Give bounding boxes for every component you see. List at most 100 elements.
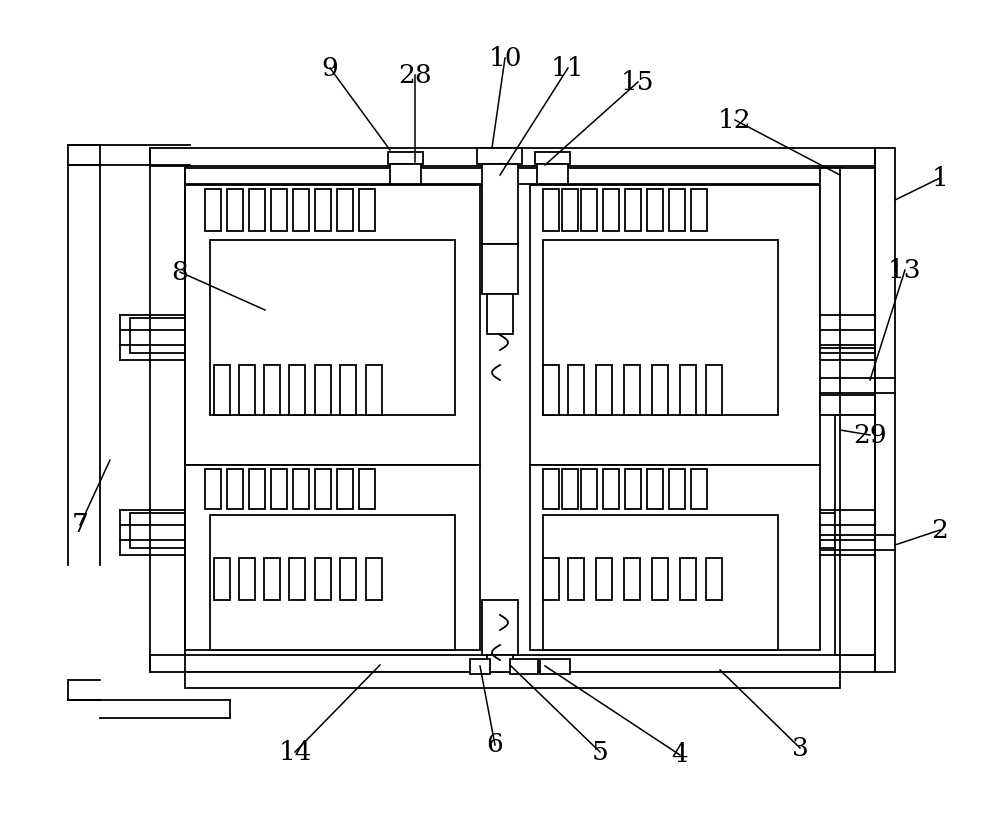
Text: 1: 1 bbox=[932, 165, 948, 190]
Bar bbox=[540, 659, 570, 674]
Bar bbox=[205, 189, 221, 231]
Bar bbox=[820, 318, 875, 353]
Bar bbox=[340, 365, 356, 415]
Bar bbox=[625, 189, 641, 231]
Bar bbox=[543, 189, 559, 231]
Bar bbox=[214, 558, 230, 600]
Bar bbox=[625, 469, 641, 509]
Bar bbox=[875, 148, 895, 672]
Bar bbox=[647, 189, 663, 231]
Bar bbox=[315, 365, 331, 415]
Bar bbox=[210, 515, 455, 650]
Bar bbox=[249, 469, 265, 509]
Bar bbox=[388, 152, 423, 164]
Text: 3: 3 bbox=[792, 736, 808, 760]
Bar bbox=[359, 189, 375, 231]
Bar bbox=[130, 318, 185, 353]
Bar bbox=[691, 189, 707, 231]
Bar bbox=[315, 469, 331, 509]
Bar bbox=[562, 469, 578, 509]
Bar bbox=[205, 469, 221, 509]
Bar bbox=[289, 558, 305, 600]
Bar bbox=[239, 558, 255, 600]
Text: 13: 13 bbox=[888, 258, 922, 282]
Bar bbox=[568, 558, 584, 600]
Bar bbox=[185, 672, 840, 688]
Bar bbox=[366, 365, 382, 415]
Text: 14: 14 bbox=[278, 740, 312, 765]
Text: 6: 6 bbox=[487, 732, 503, 757]
Bar bbox=[669, 189, 685, 231]
Bar bbox=[227, 469, 243, 509]
Bar bbox=[596, 558, 612, 600]
Bar bbox=[390, 164, 421, 184]
Bar bbox=[130, 513, 185, 548]
Bar bbox=[293, 189, 309, 231]
Bar bbox=[680, 365, 696, 415]
Bar bbox=[543, 515, 778, 650]
Bar bbox=[249, 189, 265, 231]
Bar bbox=[359, 469, 375, 509]
Bar bbox=[543, 365, 559, 415]
Bar bbox=[337, 469, 353, 509]
Bar bbox=[482, 244, 518, 294]
Text: 7: 7 bbox=[72, 513, 88, 537]
Bar bbox=[530, 465, 820, 650]
Text: 28: 28 bbox=[398, 63, 432, 87]
Bar bbox=[264, 365, 280, 415]
Bar bbox=[482, 600, 518, 655]
Text: 11: 11 bbox=[551, 55, 585, 81]
Bar bbox=[289, 365, 305, 415]
Bar bbox=[264, 558, 280, 600]
Bar bbox=[669, 469, 685, 509]
Bar bbox=[624, 558, 640, 600]
Bar bbox=[835, 415, 875, 655]
Bar bbox=[820, 168, 875, 348]
Bar bbox=[562, 189, 578, 231]
Bar bbox=[315, 189, 331, 231]
Bar bbox=[227, 189, 243, 231]
Bar bbox=[482, 164, 518, 244]
Bar bbox=[820, 513, 875, 548]
Bar bbox=[214, 365, 230, 415]
Text: 29: 29 bbox=[853, 422, 887, 448]
Bar bbox=[150, 655, 875, 672]
Bar bbox=[185, 185, 480, 465]
Bar bbox=[535, 152, 570, 164]
Bar bbox=[543, 558, 559, 600]
Text: 15: 15 bbox=[621, 69, 655, 95]
Bar bbox=[652, 558, 668, 600]
Bar bbox=[185, 465, 480, 650]
Bar bbox=[510, 659, 538, 674]
Bar bbox=[543, 240, 778, 415]
Bar bbox=[603, 469, 619, 509]
Bar bbox=[543, 469, 559, 509]
Bar bbox=[603, 189, 619, 231]
Bar bbox=[706, 365, 722, 415]
Text: 9: 9 bbox=[322, 55, 338, 81]
Text: 4: 4 bbox=[672, 742, 688, 768]
Bar bbox=[652, 365, 668, 415]
Text: 10: 10 bbox=[488, 45, 522, 71]
Bar bbox=[293, 469, 309, 509]
Text: 12: 12 bbox=[718, 108, 752, 133]
Bar bbox=[487, 655, 513, 672]
Bar bbox=[537, 164, 568, 184]
Bar bbox=[366, 558, 382, 600]
Bar bbox=[239, 365, 255, 415]
Bar bbox=[691, 469, 707, 509]
Bar bbox=[477, 148, 522, 164]
Bar bbox=[581, 469, 597, 509]
Bar bbox=[647, 469, 663, 509]
Text: 5: 5 bbox=[592, 740, 608, 765]
Bar bbox=[185, 168, 845, 184]
Bar bbox=[596, 365, 612, 415]
Bar bbox=[271, 469, 287, 509]
Bar bbox=[337, 189, 353, 231]
Bar bbox=[340, 558, 356, 600]
Bar bbox=[487, 294, 513, 334]
Bar bbox=[530, 185, 820, 465]
Bar bbox=[680, 558, 696, 600]
Text: 2: 2 bbox=[932, 518, 948, 542]
Bar bbox=[581, 189, 597, 231]
